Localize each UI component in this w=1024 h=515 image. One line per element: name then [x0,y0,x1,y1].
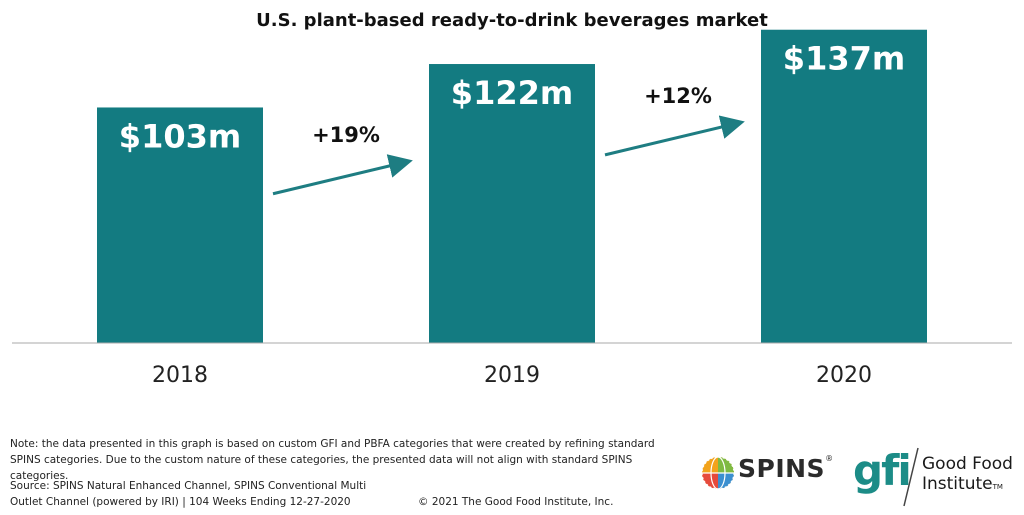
bar-chart: U.S. plant-based ready-to-drink beverage… [12,10,1012,388]
spins-logo: SPINS® [738,454,834,483]
footnote: Note: the data presented in this graph i… [10,438,655,482]
x-tick-label-2019: 2019 [484,363,540,388]
growth-arrow-1 [272,154,413,196]
x-tick-label-2018: 2018 [152,363,208,388]
bar-value-label-2020: $137m [783,40,905,78]
bar-2019 [429,64,595,343]
copyright-text: © 2021 The Good Food Institute, Inc. [418,496,614,508]
chart-title: U.S. plant-based ready-to-drink beverage… [256,10,768,31]
growth-label-2: +12% [644,84,712,108]
growth-annotations: +19% +12% [272,84,745,196]
bars-layer: $103m 2018 $122m 2019 $137m 2020 [97,29,927,388]
bar-value-label-2019: $122m [451,74,573,112]
bar-value-label-2018: $103m [119,117,241,155]
gfi-divider-slash [903,447,919,507]
source-citation: Source: SPINS Natural Enhanced Channel, … [10,480,367,508]
x-tick-label-2020: 2020 [816,363,872,388]
gfi-logo-name: Good Food InstituteTM [922,454,1013,494]
bar-2020 [761,29,927,344]
growth-label-1: +19% [312,123,380,147]
growth-arrow-2 [604,115,745,157]
spins-globe-icon [701,456,735,490]
gfi-logo-mark: gfi [853,446,912,495]
bar-2018 [97,107,263,344]
